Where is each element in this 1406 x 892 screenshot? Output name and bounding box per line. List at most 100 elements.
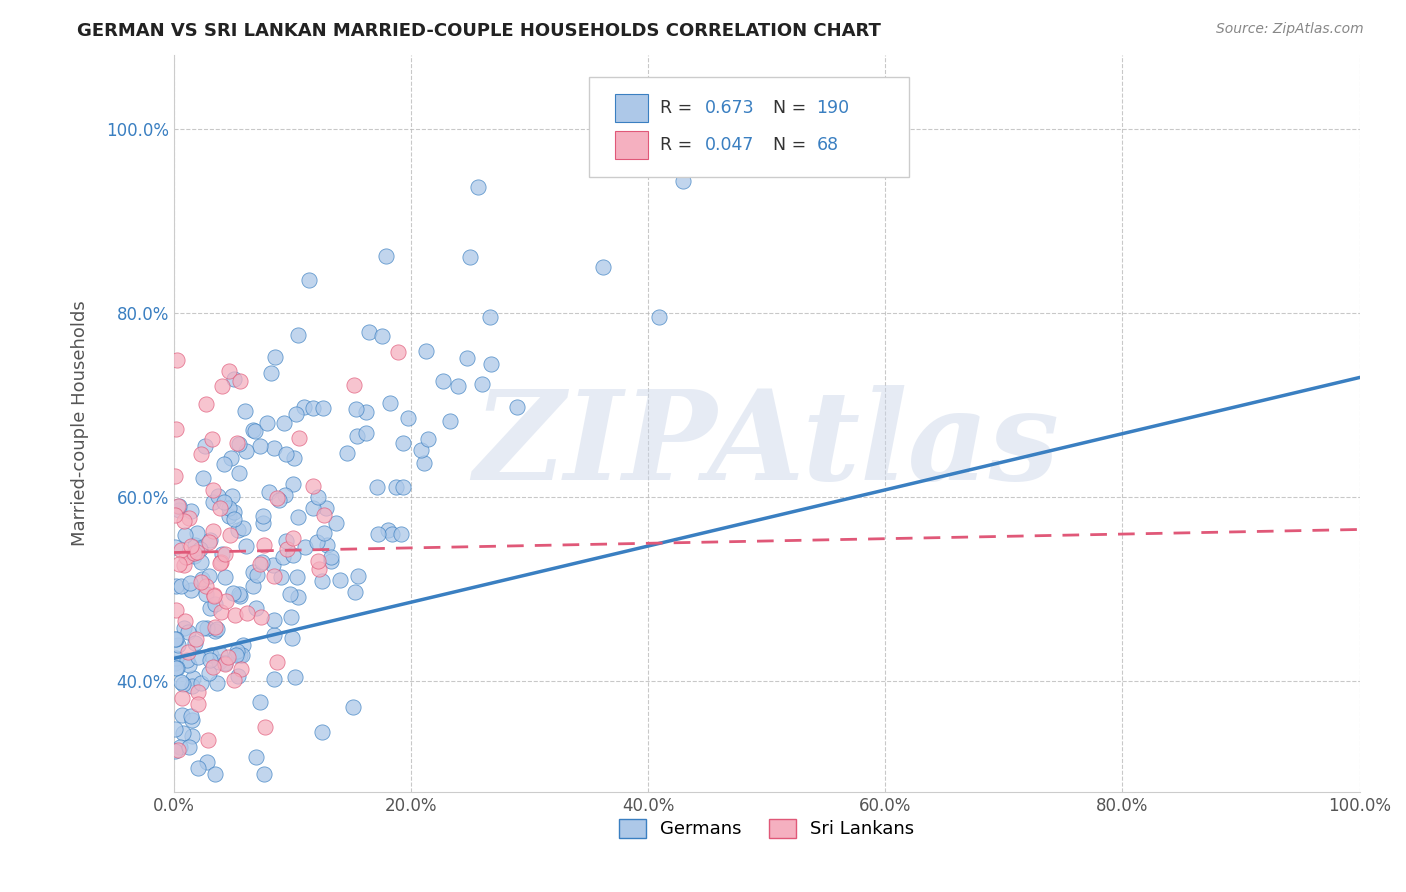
Point [226,523,249,537]
Point [354,426,377,441]
Point [301,401,323,415]
Point [187,697,209,711]
Point [648,310,671,325]
Point [280,631,302,645]
Point [201,432,224,446]
Point [219,451,242,466]
Point [287,509,309,524]
Point [315,538,337,552]
Point [167,499,190,513]
Point [222,505,245,519]
Point [236,607,259,621]
Point [163,656,186,670]
Point [165,632,187,647]
Point [288,431,311,445]
Point [418,432,440,446]
Text: ZIPAtlas: ZIPAtlas [474,385,1060,507]
Point [163,722,186,736]
Point [249,557,271,571]
Point [384,479,406,493]
Point [214,656,236,670]
Point [165,632,187,646]
Point [202,483,225,497]
Point [204,597,226,611]
Point [343,377,366,392]
Point [257,484,280,499]
Point [212,458,235,472]
Point [250,555,273,569]
Point [197,755,219,769]
Point [592,260,614,275]
Point [458,251,481,265]
Point [228,589,250,603]
Point [263,613,285,627]
Point [225,435,247,450]
Point [170,542,193,557]
Point [439,414,461,428]
Point [186,545,208,559]
Point [342,700,364,714]
Point [336,446,359,460]
Point [209,555,232,569]
Point [671,173,693,187]
Point [315,501,337,516]
Point [166,743,188,757]
Point [165,661,187,675]
Point [165,422,187,436]
Text: Source: ZipAtlas.com: Source: ZipAtlas.com [1216,22,1364,37]
Point [250,610,273,624]
Point [191,470,214,484]
Point [228,587,250,601]
Point [194,439,217,453]
Point [221,489,243,503]
Point [246,568,269,582]
Point [447,378,470,392]
Point [235,443,257,458]
Point [165,602,187,616]
Point [209,605,232,619]
Point [263,568,285,582]
Point [252,509,274,524]
Point [222,673,245,688]
Point [232,638,254,652]
Point [471,376,494,391]
Point [214,594,236,608]
Point [179,658,201,673]
Point [228,374,250,388]
Point [283,549,305,563]
Point [172,676,194,690]
Point [307,490,329,504]
Point [201,494,224,508]
Point [173,726,195,740]
Legend: Germans, Sri Lankans: Germans, Sri Lankans [612,812,922,846]
Point [202,589,225,603]
Point [344,401,367,416]
Point [181,671,204,685]
Point [200,648,222,663]
Point [222,372,245,386]
Point [325,516,347,530]
Point [243,424,266,438]
Point [184,635,207,649]
Point [266,491,288,505]
Point [479,310,502,324]
Point [371,329,394,343]
Point [208,500,231,515]
Point [187,761,209,775]
Point [184,538,207,552]
Point [214,657,236,672]
Point [380,396,402,410]
Point [280,609,302,624]
Point [191,572,214,586]
Point [173,614,195,628]
Text: N =: N = [772,136,811,154]
Point [297,273,319,287]
Point [173,527,195,541]
Point [263,628,285,642]
Point [347,569,370,583]
Text: R =: R = [659,99,697,117]
Point [228,436,250,450]
Point [283,450,305,465]
Point [294,400,316,414]
Point [346,429,368,443]
